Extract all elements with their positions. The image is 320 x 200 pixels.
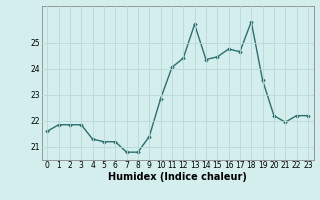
X-axis label: Humidex (Indice chaleur): Humidex (Indice chaleur) — [108, 172, 247, 182]
